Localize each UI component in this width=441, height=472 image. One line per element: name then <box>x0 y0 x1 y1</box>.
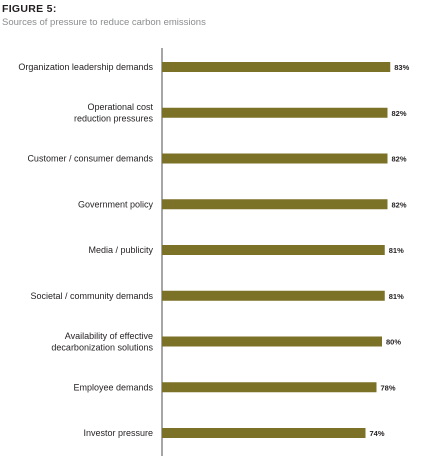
bar-group <box>162 62 391 438</box>
category-label-line: Operational cost <box>87 102 153 112</box>
bar <box>162 336 382 347</box>
value-label: 82% <box>392 109 407 118</box>
value-label: 82% <box>392 155 407 164</box>
category-label-line: Societal / community demands <box>30 291 153 301</box>
value-label: 81% <box>389 292 404 301</box>
bar <box>162 382 377 393</box>
category-label: Societal / community demands <box>30 291 153 301</box>
category-label-line: Government policy <box>78 199 154 209</box>
bar <box>162 428 366 438</box>
category-label: Media / publicity <box>88 245 153 255</box>
figure-subtitle: Sources of pressure to reduce carbon emi… <box>2 17 206 28</box>
value-label: 81% <box>389 246 404 255</box>
category-label-line: Investor pressure <box>83 428 153 438</box>
category-label: Investor pressure <box>83 428 153 438</box>
value-label: 80% <box>386 338 401 347</box>
bar <box>162 199 388 210</box>
category-label: Government policy <box>78 199 154 209</box>
bar <box>162 107 388 118</box>
category-label-line: Organization leadership demands <box>18 62 153 72</box>
category-label: Availability of effective decarbonization… <box>51 331 153 353</box>
bar <box>162 153 388 164</box>
value-label: 74% <box>370 429 385 438</box>
category-label-line: Availability of effective <box>65 331 153 341</box>
category-label-line: Media / publicity <box>88 245 153 255</box>
category-label-line: decarbonization solutions <box>51 342 153 352</box>
category-label: Operational cost reduction pressures <box>74 102 154 124</box>
category-label-line: Customer / consumer demands <box>27 154 153 164</box>
value-label: 78% <box>381 383 396 392</box>
category-label-line: reduction pressures <box>74 114 154 124</box>
category-label: Customer / consumer demands <box>27 154 153 164</box>
value-label: 82% <box>392 200 407 209</box>
figure-title: FIGURE 5: <box>2 3 57 15</box>
bar <box>162 245 385 255</box>
category-label: Organization leadership demands <box>18 62 153 72</box>
bar <box>162 62 391 72</box>
category-label-line: Employee demands <box>73 382 153 392</box>
category-label: Employee demands <box>73 382 153 392</box>
value-labels: 83% 82% 82% 82% 81% 81% 80% 78% 74% <box>370 63 410 438</box>
bar <box>162 290 385 301</box>
category-labels: Organization leadership demands Operation… <box>18 62 153 438</box>
value-label: 83% <box>394 63 409 72</box>
